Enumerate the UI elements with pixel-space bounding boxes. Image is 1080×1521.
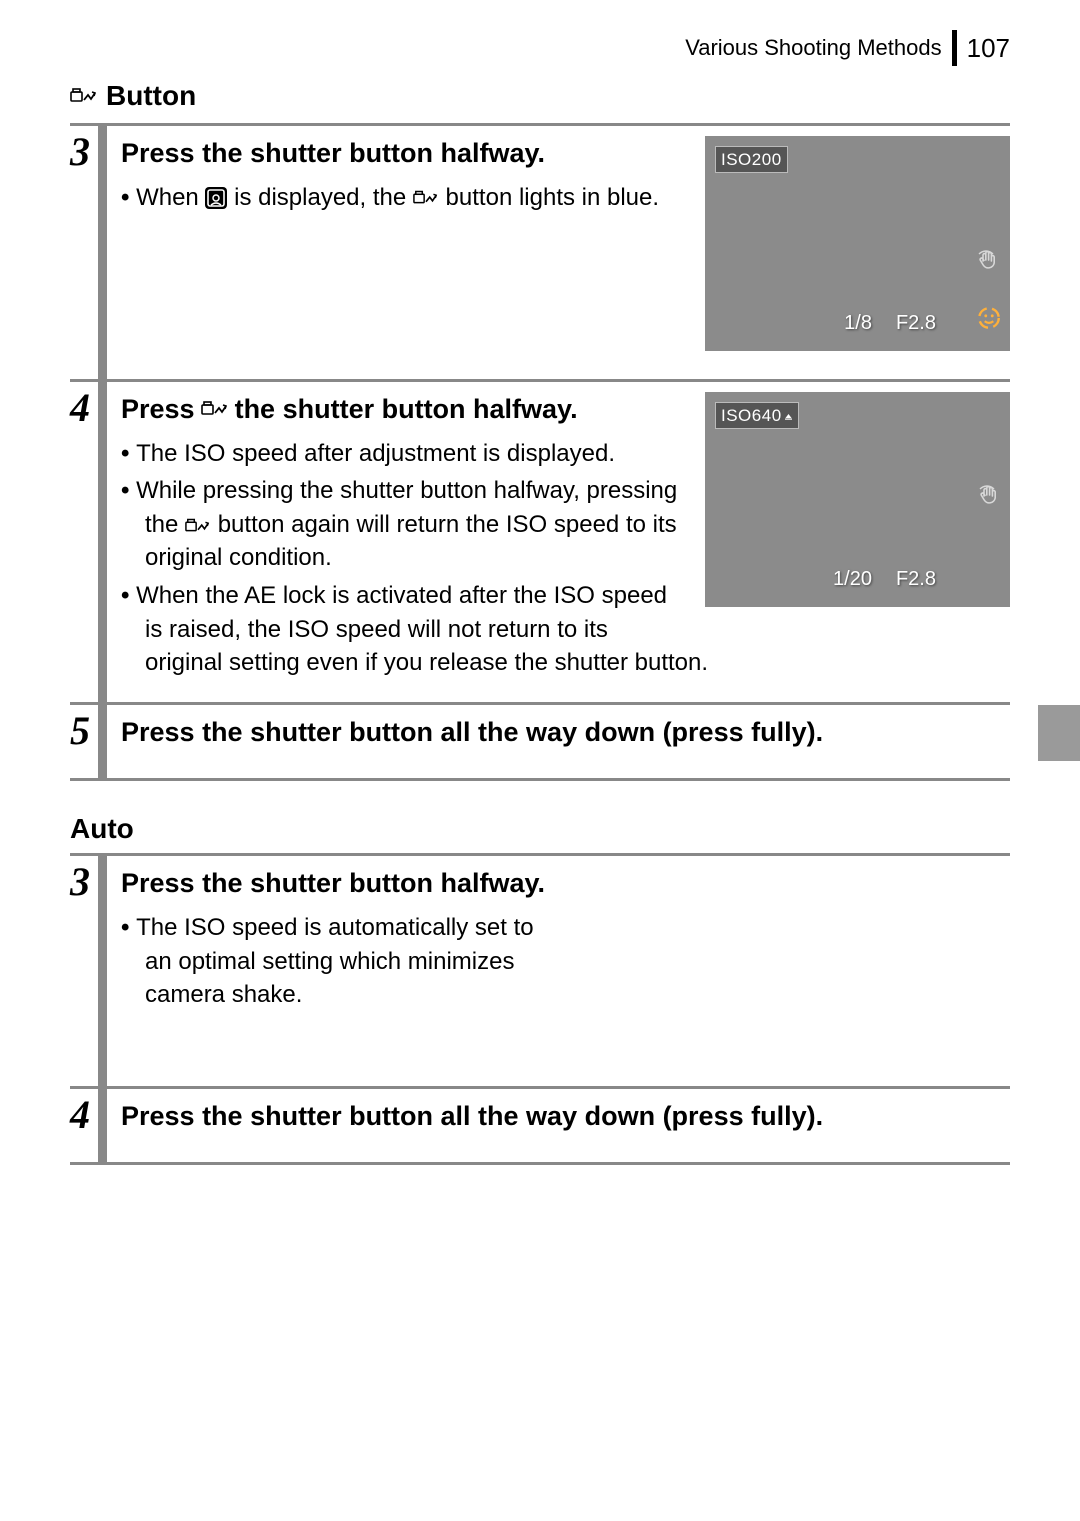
- exposure-readout: 1/20 F2.8: [833, 565, 936, 593]
- step-bar: [98, 705, 107, 778]
- image-stabilizer-icon: [978, 484, 1002, 518]
- step-bar: [98, 1089, 107, 1162]
- step-number: 3: [70, 856, 98, 1086]
- step-heading: Press the shutter button halfway.: [121, 866, 1010, 901]
- step-body: ISO640 1/20 F2.8 Press the shutter butto…: [121, 382, 1010, 702]
- exposure-readout: 1/8 F2.8: [844, 309, 936, 337]
- section-title-auto: Auto: [70, 809, 1010, 848]
- section-title-button: Button: [70, 76, 1010, 115]
- step-row: 3 ISO200 1/8 F2.8 Press the shutter butt…: [70, 123, 1010, 382]
- print-graph-icon: [413, 190, 439, 206]
- step-number: 4: [70, 382, 98, 702]
- step-body: Press the shutter button all the way dow…: [121, 705, 1010, 778]
- step-bar: [98, 126, 107, 379]
- image-stabilizer-icon: [977, 249, 1001, 283]
- step-number: 4: [70, 1089, 98, 1162]
- print-graph-icon: [70, 87, 98, 105]
- face-mark-icon: [205, 187, 227, 209]
- chapter-title: Various Shooting Methods: [685, 33, 941, 64]
- step-heading: Press the shutter button all the way dow…: [121, 1099, 1010, 1134]
- step-row: 4 ISO640 1/20 F2.8 Press the shutter but…: [70, 379, 1010, 705]
- step-number: 3: [70, 126, 98, 379]
- step-heading: Press the shutter button halfway.: [121, 392, 687, 427]
- step-bar: [98, 382, 107, 702]
- step-heading: Press the shutter button halfway.: [121, 136, 687, 171]
- step-heading: Press the shutter button all the way dow…: [121, 715, 1010, 750]
- iso-badge: ISO640: [715, 402, 799, 430]
- step-bar: [98, 856, 107, 1086]
- page-number: 107: [952, 30, 1010, 66]
- section-title-text: Button: [106, 76, 196, 115]
- lcd-screen: ISO200 1/8 F2.8: [705, 136, 1010, 351]
- step-row: 3 Press the shutter button halfway. The …: [70, 853, 1010, 1089]
- step-body: ISO200 1/8 F2.8 Press the shutter button…: [121, 126, 1010, 379]
- aperture: F2.8: [896, 309, 936, 337]
- step-row: 5 Press the shutter button all the way d…: [70, 702, 1010, 781]
- iso-up-icon: [784, 404, 793, 428]
- shutter-speed: 1/20: [833, 565, 872, 593]
- step-number: 5: [70, 705, 98, 778]
- print-graph-icon: [201, 400, 229, 418]
- lcd-screen: ISO640 1/20 F2.8: [705, 392, 1010, 607]
- bullet-list: The ISO speed is automatically set to an…: [121, 911, 541, 1012]
- shutter-speed: 1/8: [844, 309, 872, 337]
- aperture: F2.8: [896, 565, 936, 593]
- iso-badge: ISO200: [715, 146, 788, 174]
- step-body: Press the shutter button all the way dow…: [121, 1089, 1010, 1162]
- page-header: Various Shooting Methods 107: [70, 30, 1010, 66]
- print-graph-icon: [185, 518, 211, 534]
- thumb-tab: [1038, 705, 1080, 761]
- list-item: The ISO speed is automatically set to an…: [121, 911, 541, 1012]
- step-body: Press the shutter button halfway. The IS…: [121, 856, 1010, 1086]
- face-ring-icon: [976, 305, 1002, 341]
- step-row: 4 Press the shutter button all the way d…: [70, 1086, 1010, 1165]
